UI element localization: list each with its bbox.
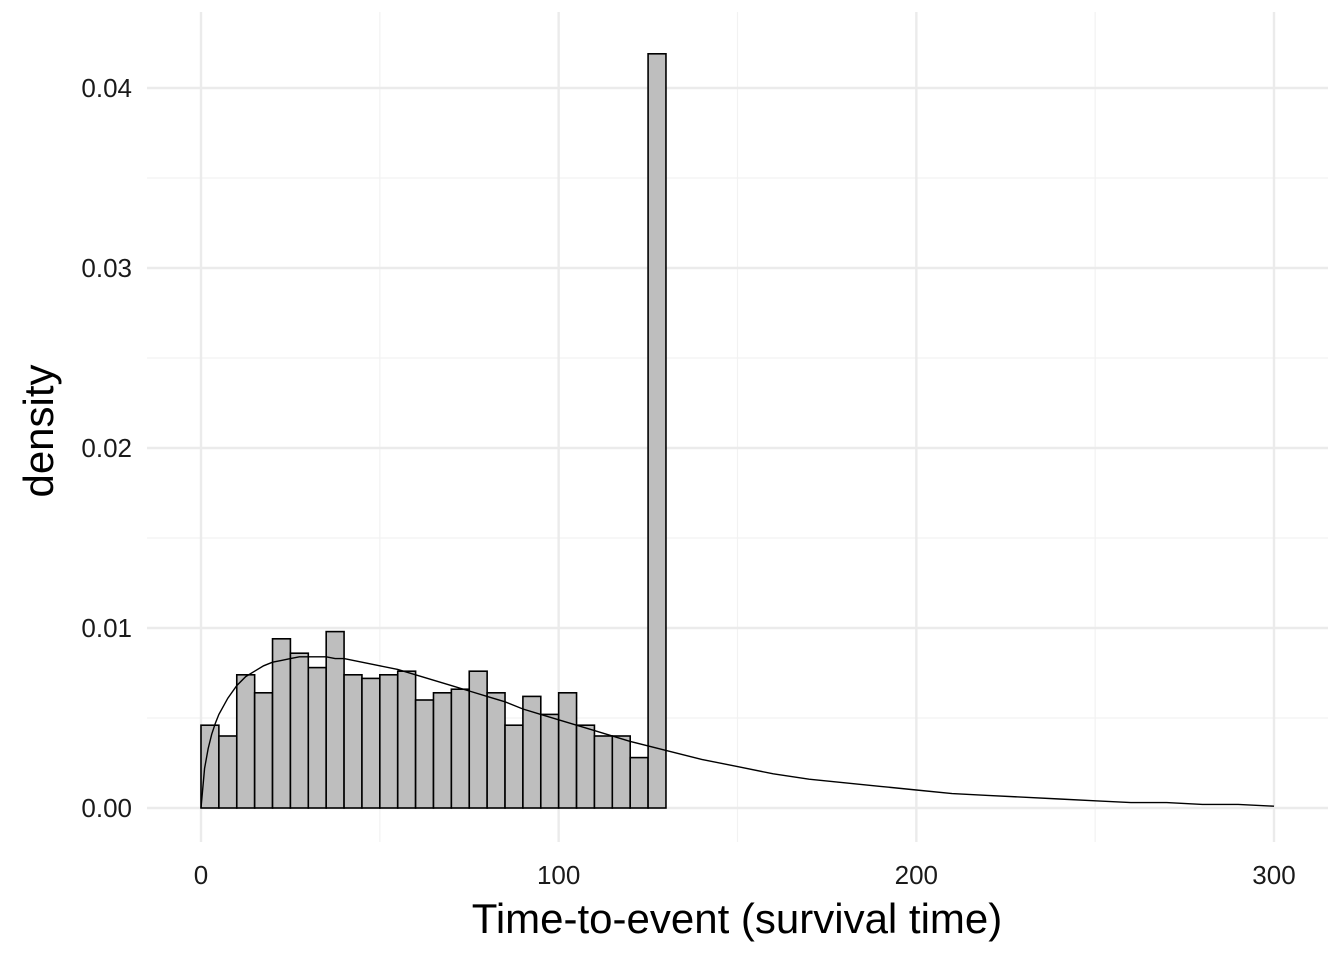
histogram-bar [557,691,578,809]
histogram-bar [629,756,649,809]
histogram-bar [575,724,596,809]
histogram-bar [396,670,417,809]
x-tick-label: 100 [537,860,580,890]
density-curve-layer [200,656,1275,809]
histogram-bar [414,699,435,809]
tick-labels-layer: 0 100 200 300 0.00 0.01 0.02 0.03 0.04 [81,73,1295,890]
bars-layer [200,52,667,809]
y-tick-label: 0.02 [81,433,132,463]
histogram-bar [647,52,667,809]
histogram-bar [343,673,363,809]
histogram-bar [361,677,381,809]
histogram-bar [271,637,292,809]
histogram-bar [218,735,238,809]
y-tick-label: 0.03 [81,253,132,283]
histogram-bar [539,713,560,809]
histogram-bar [611,735,631,809]
y-axis-title: density [15,364,62,497]
histogram-bar [289,652,310,809]
x-tick-label: 200 [895,860,938,890]
x-axis-title: Time-to-event (survival time) [472,895,1003,942]
histogram-bar [450,688,471,809]
x-tick-label: 0 [194,860,208,890]
histogram-bar [200,724,220,809]
histogram-bar [593,735,614,809]
histogram-bar [253,691,274,809]
x-tick-label: 300 [1252,860,1295,890]
histogram-bar [235,673,256,809]
histogram-bar [504,724,524,809]
density-curve [200,656,1275,809]
histogram-bar [486,691,506,809]
histogram-bar [379,673,399,809]
histogram-bar [307,666,327,809]
y-tick-label: 0.04 [81,73,132,103]
histogram-bar [432,691,453,809]
y-tick-label: 0.01 [81,613,132,643]
y-tick-label: 0.00 [81,793,132,823]
